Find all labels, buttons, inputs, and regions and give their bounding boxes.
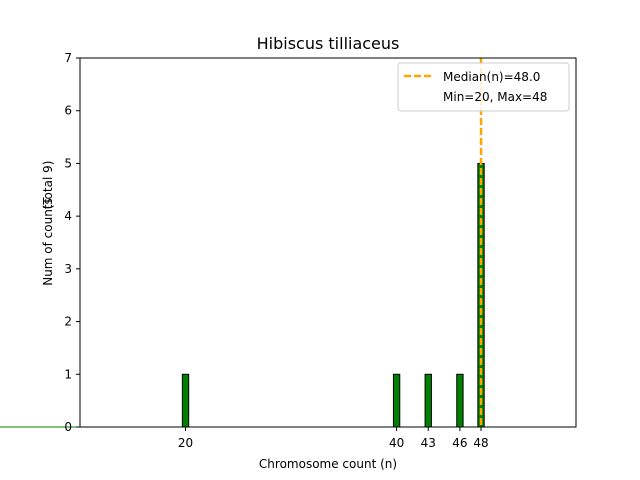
y-tick-label-6: 6	[64, 104, 72, 118]
y-tick-label-0: 0	[64, 420, 72, 434]
plot-area: 0 1 2 3 4 5 6 7 20 40 43 46 48	[0, 51, 577, 450]
legend-box	[397, 62, 570, 112]
x-tick-label-48: 48	[473, 436, 488, 450]
chart-title: Hibiscus tilliaceus	[257, 34, 400, 53]
y-tick-label-5: 5	[64, 156, 72, 170]
y-axis-label: Num of counts	[41, 198, 55, 286]
bar-43	[424, 373, 432, 428]
axes-frame	[79, 57, 577, 428]
legend: Median(n)=48.0 Min=20, Max=48	[397, 62, 570, 112]
x-axis-label: Chromosome count (n)	[259, 457, 397, 471]
legend-minmax-label: Min=20, Max=48	[443, 90, 547, 104]
x-tick-label-46: 46	[452, 436, 467, 450]
bar-46	[456, 373, 464, 428]
y-tick-label-4: 4	[64, 209, 72, 223]
x-tick-label-20: 20	[178, 436, 193, 450]
x-tick-label-40: 40	[389, 436, 404, 450]
y-tick-label-1: 1	[64, 367, 72, 381]
x-tick-label-43: 43	[421, 436, 436, 450]
bar-40	[392, 373, 401, 428]
y-tick-label-2: 2	[64, 315, 72, 329]
y-tick-label-3: 3	[64, 262, 72, 276]
y-axis-total-label: (Total 9)	[41, 161, 55, 210]
bar-20	[181, 373, 190, 428]
legend-median-label: Median(n)=48.0	[443, 70, 540, 84]
y-tick-label-7: 7	[64, 51, 72, 65]
